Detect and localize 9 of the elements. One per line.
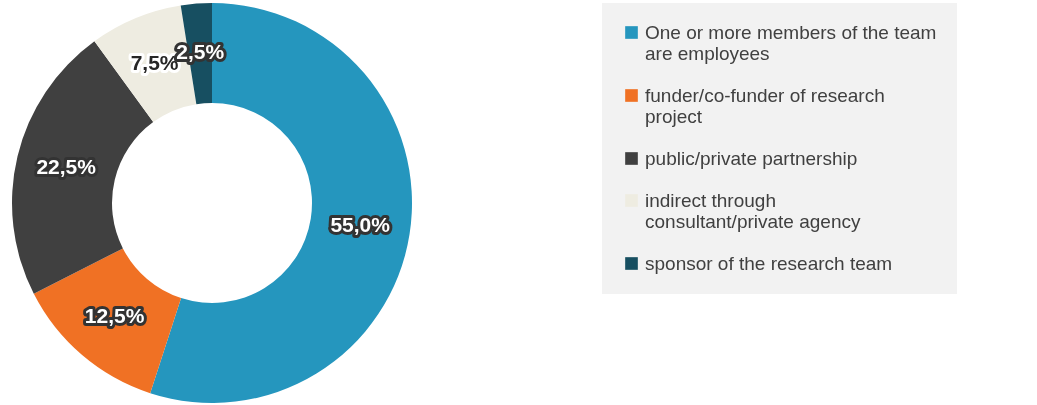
legend-label: sponsor of the research team	[645, 252, 893, 274]
legend-label: One or more members of the team are employees	[645, 21, 937, 64]
legend-label: funder/co-funder of research project	[645, 84, 885, 127]
data-label: 55,0%	[330, 213, 391, 237]
data-label: 22,5%	[36, 154, 97, 178]
donut-slice	[33, 248, 182, 394]
data-label: 12,5%	[84, 304, 145, 328]
legend-label: indirect through consultant/private agency	[645, 189, 861, 232]
legend-label: public/private partnership	[645, 147, 858, 169]
